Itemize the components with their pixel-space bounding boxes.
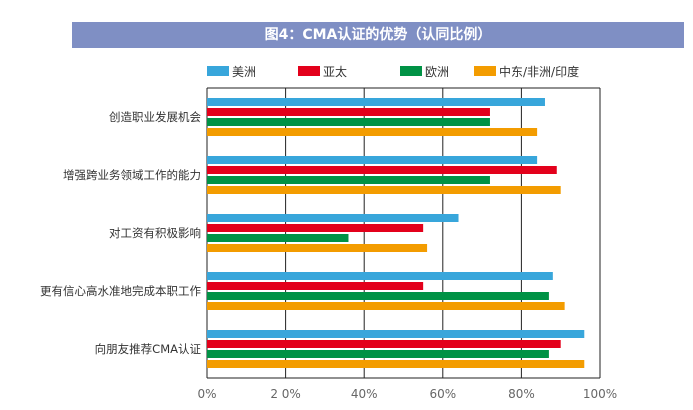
bar-1-3 bbox=[207, 186, 561, 194]
category-label-0: 创造职业发展机会 bbox=[109, 110, 201, 124]
category-label-4: 向朋友推荐CMA认证 bbox=[95, 342, 202, 356]
bar-2-1 bbox=[207, 224, 424, 232]
bar-2-0 bbox=[207, 214, 459, 222]
x-tick-label-3: 60% bbox=[429, 387, 456, 401]
chart-title: 图4：CMA认证的优势（认同比例） bbox=[264, 27, 492, 43]
bar-1-0 bbox=[207, 156, 538, 164]
bar-3-1 bbox=[207, 282, 424, 290]
bar-0-1 bbox=[207, 108, 490, 116]
x-tick-label-4: 80% bbox=[508, 387, 535, 401]
legend-swatch-3 bbox=[474, 66, 496, 76]
category-label-1: 增强跨业务领域工作的能力 bbox=[63, 168, 201, 182]
bar-1-2 bbox=[207, 176, 490, 184]
legend-label-3: 中东/非洲/印度 bbox=[499, 64, 579, 79]
bar-4-1 bbox=[207, 340, 561, 348]
bar-3-0 bbox=[207, 272, 553, 280]
legend-label-2: 欧洲 bbox=[425, 65, 449, 79]
bar-0-0 bbox=[207, 98, 545, 106]
bar-4-3 bbox=[207, 360, 585, 368]
legend-label-1: 亚太 bbox=[323, 64, 347, 79]
x-tick-label-2: 40% bbox=[351, 387, 378, 401]
x-tick-label-0: 0% bbox=[197, 387, 216, 401]
bar-2-2 bbox=[207, 234, 349, 242]
bar-3-3 bbox=[207, 302, 565, 310]
legend-label-0: 美洲 bbox=[232, 65, 256, 79]
x-tick-label-5: 100% bbox=[583, 387, 617, 401]
legend-swatch-0 bbox=[207, 66, 229, 76]
bar-4-0 bbox=[207, 330, 585, 338]
legend-swatch-1 bbox=[298, 66, 320, 76]
bar-0-3 bbox=[207, 128, 538, 136]
bar-2-3 bbox=[207, 244, 428, 252]
legend-swatch-2 bbox=[400, 66, 422, 76]
x-tick-label-1: 2 0% bbox=[270, 387, 301, 401]
category-label-3: 更有信心高水准地完成本职工作 bbox=[40, 284, 201, 298]
chart-title-bar: 图4：CMA认证的优势（认同比例） bbox=[72, 22, 684, 48]
bar-3-2 bbox=[207, 292, 549, 300]
category-label-2: 对工资有积极影响 bbox=[109, 226, 201, 240]
bar-1-1 bbox=[207, 166, 557, 174]
bar-0-2 bbox=[207, 118, 490, 126]
bar-4-2 bbox=[207, 350, 549, 358]
